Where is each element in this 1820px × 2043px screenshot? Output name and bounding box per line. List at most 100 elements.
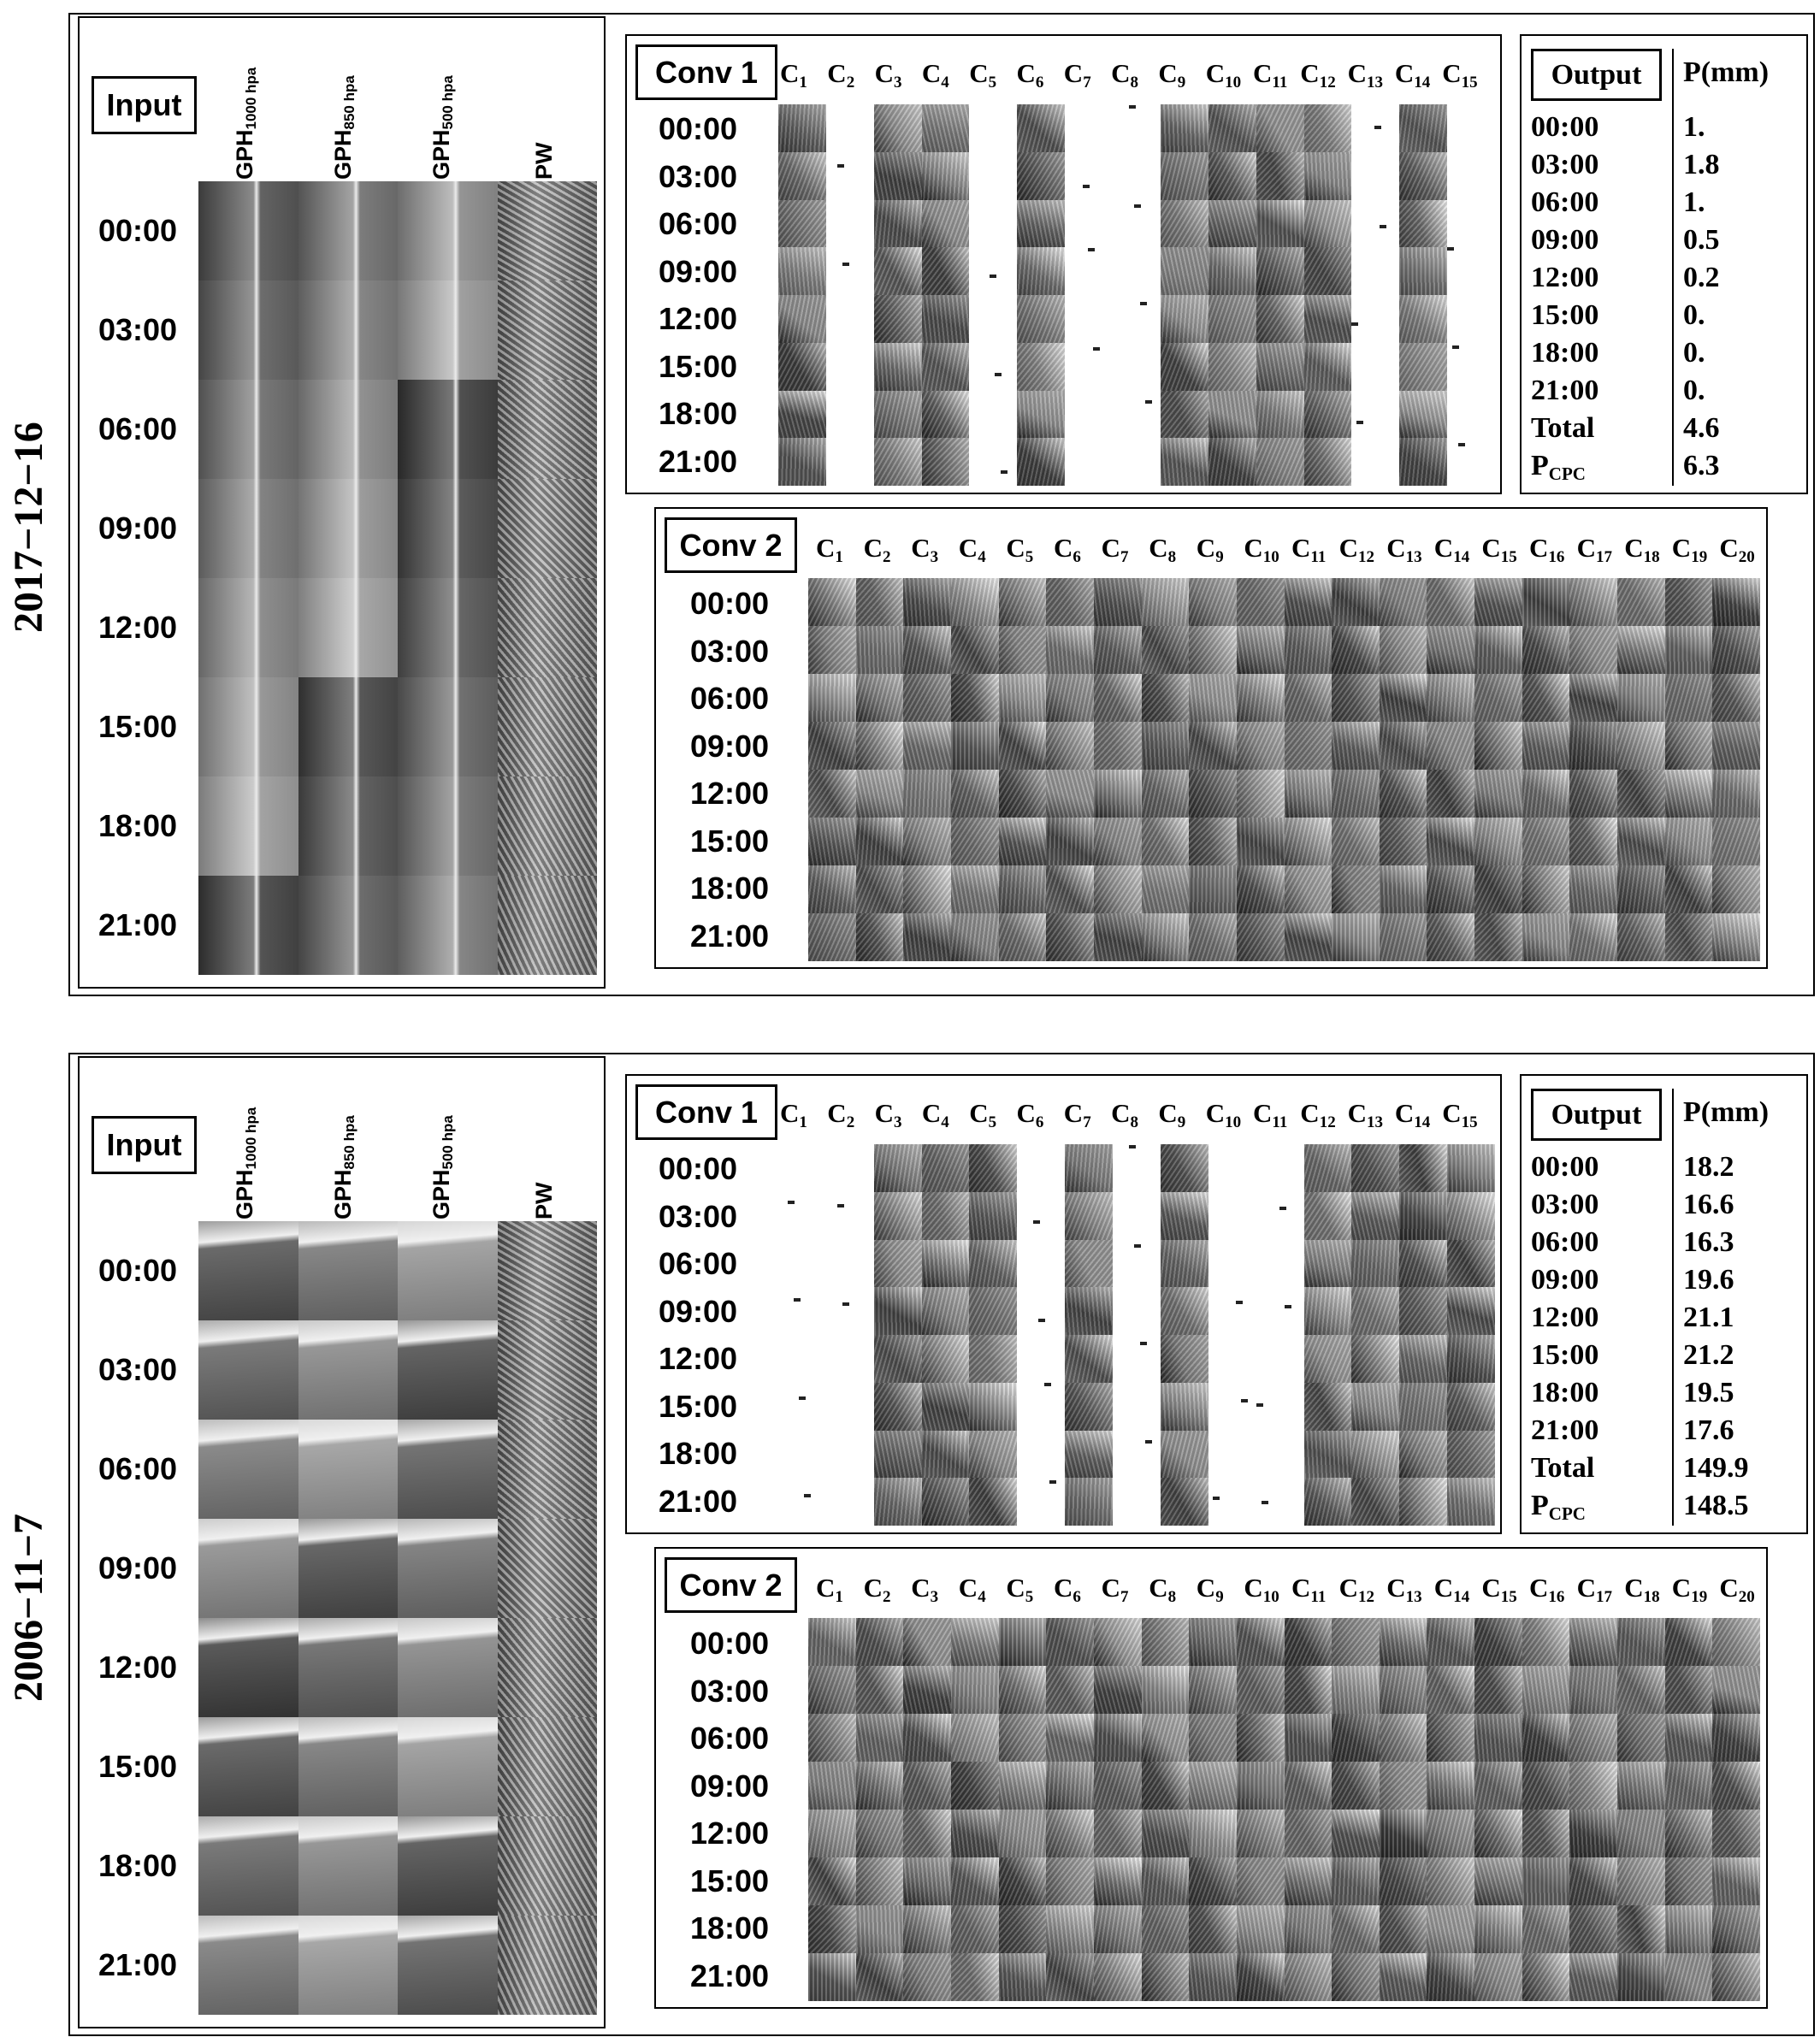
conv2-feature-cell [1236,1618,1285,1666]
channel-index: 4 [941,1113,949,1131]
input-map-cell [497,1420,597,1519]
conv2-feature-cell [1712,1714,1760,1762]
channel-index: 9 [1177,1113,1186,1131]
conv2-feature-cell [1093,770,1142,818]
channel-index: 10 [1262,548,1279,566]
input-time-label: 00:00 [98,213,178,248]
conv2-feature-cell [1617,913,1665,961]
panel-frame [68,1053,1815,2036]
channel-index: 20 [1738,548,1755,566]
conv1-grid [778,1144,1495,1526]
input-map-cell [298,280,398,380]
conv2-feature-cell [808,1810,856,1857]
conv2-feature-cell [950,626,999,674]
conv1-feature-cell [1113,1287,1161,1335]
conv1-feature-cell [1351,342,1400,391]
conv2-feature-cell [1189,674,1237,722]
channel-index: 5 [1025,548,1034,566]
conv1-time-label: 03:00 [659,158,738,194]
conv2-feature-cell [1664,1666,1713,1714]
channel-index: 6 [1035,74,1044,92]
conv1-channel-label: C8 [1111,58,1138,92]
input-map-cell [298,776,398,876]
conv2-feature-cell [1474,913,1522,961]
conv1-feature-cell [921,1287,970,1335]
input-map-cell [497,1618,597,1717]
conv1-channel-label: C3 [874,1098,902,1131]
conv1-feature-cell [873,1430,922,1479]
channel-index: 7 [1120,548,1129,566]
conv2-channel-label: C14 [1433,1573,1470,1606]
input-map-cell [298,1420,398,1519]
input-time-label: 09:00 [98,1550,178,1585]
conv1-feature-cell [1447,1382,1495,1431]
conv1-feature-cell [1351,1430,1400,1479]
conv2-feature-cell [1379,770,1427,818]
conv2-feature-cell [1284,578,1332,626]
conv1-feature-cell [1208,1335,1256,1383]
conv1-frame [625,1074,1502,1534]
conv2-grid [808,1618,1760,2001]
conv1-feature-cell [825,199,874,248]
conv1-feature-cell [1303,390,1352,439]
conv2-feature-cell [1332,626,1380,674]
channel-index: 2 [882,548,891,566]
conv1-feature-cell [1208,151,1256,200]
conv2-feature-cell [1141,770,1190,818]
conv2-feature-cell [1569,913,1618,961]
conv1-feature-cell [778,438,826,486]
conv2-feature-cell [1664,578,1713,626]
input-map-cell [298,1916,398,2015]
conv2-feature-cell [1379,1618,1427,1666]
output-value: 16.6 [1683,1189,1734,1220]
conv2-channel-label: C18 [1624,1573,1660,1606]
conv2-feature-cell [1664,1810,1713,1857]
conv1-feature-cell [778,1239,826,1288]
conv1-channel-label: C3 [874,58,902,92]
conv1-feature-cell [1351,247,1400,295]
conv2-channel-label: C16 [1529,533,1565,566]
channel-index: 8 [1130,1113,1138,1131]
conv2-feature-cell [1093,1953,1142,2001]
output-value: 18.2 [1683,1151,1734,1183]
channel-index: 19 [1691,548,1708,566]
input-column-header: GPH1000 hpa [232,1107,259,1219]
conv1-feature-cell [1208,104,1256,152]
conv2-feature-cell [903,865,951,913]
conv1-feature-cell [873,295,922,343]
conv2-feature-cell [855,818,904,865]
conv1-feature-cell [1256,1335,1304,1383]
conv1-feature-cell [1160,1478,1208,1526]
conv1-feature-cell [873,438,922,486]
conv2-feature-cell [1617,722,1665,770]
conv2-feature-cell [808,1618,856,1666]
conv1-feature-cell [1160,1239,1208,1288]
conv2-feature-cell [903,626,951,674]
conv1-feature-cell [1065,104,1114,152]
conv1-feature-cell [1113,1239,1161,1288]
conv2-channel-label: C19 [1671,533,1708,566]
conv2-feature-cell [950,818,999,865]
conv2-feature-cell [1141,1666,1190,1714]
conv1-feature-cell [1160,342,1208,391]
conv2-feature-cell [1664,1762,1713,1810]
channel-index: 15 [1461,1113,1478,1131]
conv2-feature-cell [1522,674,1570,722]
channel-index: 3 [930,548,939,566]
channel-index: 12 [1319,74,1336,92]
conv1-feature-cell [1351,151,1400,200]
conv2-feature-cell [1664,865,1713,913]
input-column-header: GPH500 hpa [428,1115,456,1219]
conv2-feature-cell [1189,770,1237,818]
conv2-channel-label: C1 [816,533,843,566]
channel-index: 14 [1453,1588,1470,1606]
channel-index: 12 [1319,1113,1336,1131]
conv1-feature-cell [1351,1335,1400,1383]
cpc-base: P [1531,450,1549,481]
conv2-channel-label: C17 [1576,1573,1612,1606]
conv2-feature-cell [998,1618,1047,1666]
conv1-feature-cell [1160,1144,1208,1192]
channel-index: 6 [1072,548,1081,566]
input-frame [78,16,606,989]
output-cpc-label: PCPC [1531,1491,1586,1523]
